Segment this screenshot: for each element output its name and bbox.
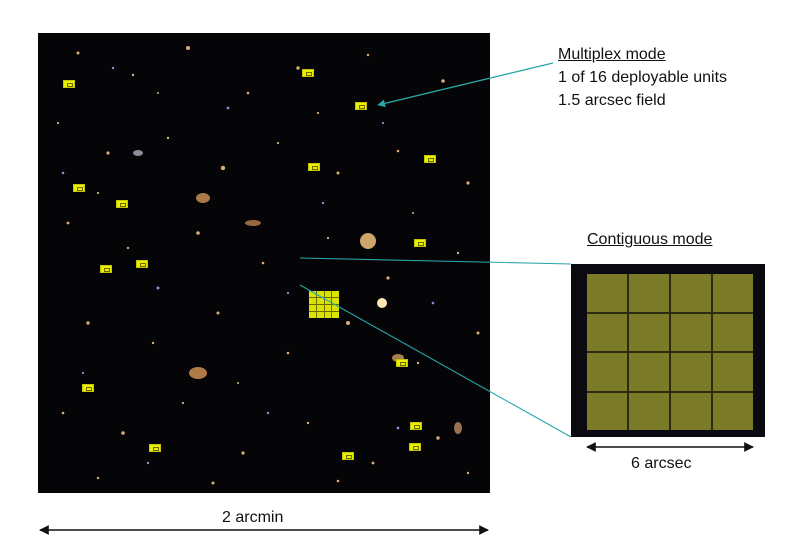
star-field (56, 46, 480, 485)
ifu-unit-12 (82, 384, 94, 392)
inset-scale-label: 6 arcsec (631, 455, 692, 472)
contiguous-grid (587, 274, 753, 430)
ifu-unit-4 (424, 155, 436, 163)
multiplex-units-label: 1 of 16 deployable units (558, 69, 728, 86)
contiguous-inset (571, 264, 765, 437)
ifu-unit-13 (410, 422, 422, 430)
ifu-unit-7 (116, 200, 128, 208)
ifu-unit-11 (396, 359, 408, 367)
contiguous-leader-top (299, 257, 572, 265)
multiplex-leader-line (377, 62, 554, 108)
ifu-unit-8 (414, 239, 426, 247)
ifu-unit-14 (149, 444, 161, 452)
contiguous-leader-bottom (299, 284, 572, 438)
multiplex-field-label: 1.5 arcsec field (558, 92, 666, 109)
deep-field-image (38, 33, 490, 493)
ifu-unit-2 (302, 69, 314, 77)
ifu-unit-6 (73, 184, 85, 192)
ifu-unit-5 (308, 163, 320, 171)
contiguous-title: Contiguous mode (587, 231, 713, 248)
multiplex-title: Multiplex mode (558, 46, 666, 63)
ifu-unit-15 (409, 443, 421, 451)
ifu-unit-16 (342, 452, 354, 460)
ifu-unit-3 (355, 102, 367, 110)
ifu-unit-9 (136, 260, 148, 268)
ifu-unit-10 (100, 265, 112, 273)
ifu-unit-1 (63, 80, 75, 88)
field-scale-label: 2 arcmin (222, 509, 284, 526)
